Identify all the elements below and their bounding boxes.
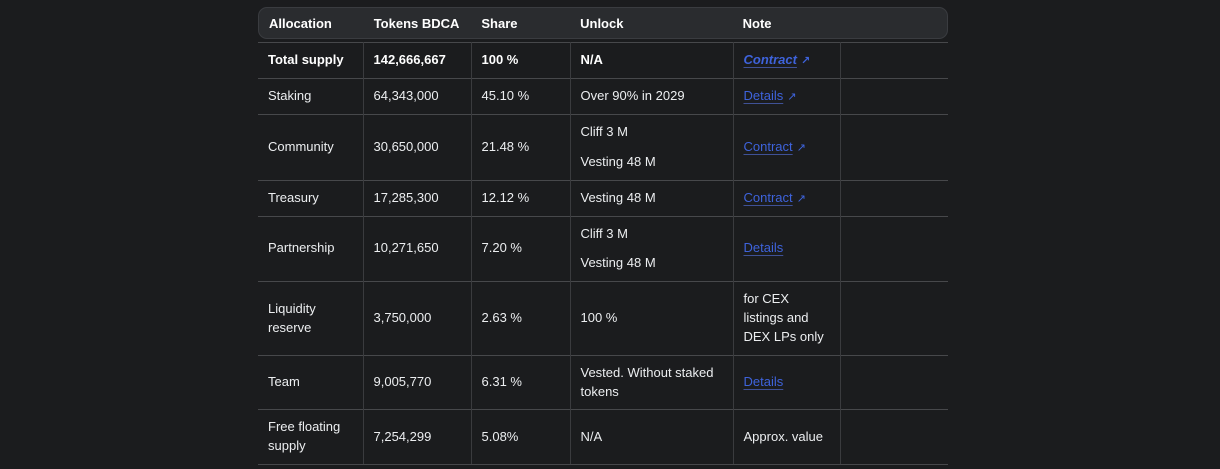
- column-header-unlock: Unlock: [580, 15, 624, 31]
- allocation-cell: Total supply: [258, 42, 364, 79]
- note-cell: Details: [733, 354, 841, 410]
- share-cell: 12.12 %: [471, 179, 571, 217]
- note-cell: Contract ↗: [733, 113, 841, 181]
- empty-cell: [840, 281, 948, 356]
- table-row: Team 9,005,770 6.31 % Vested. Without st…: [258, 354, 948, 410]
- unlock-cell: Vesting 48 M: [570, 179, 734, 217]
- unlock-cell: Cliff 3 M Vesting 48 M: [570, 113, 734, 181]
- share-cell: 5.08%: [471, 409, 571, 466]
- allocation-cell: Staking: [258, 78, 364, 115]
- allocation-cell: Liquidity reserve: [258, 281, 364, 356]
- column-header-share: Share: [481, 15, 518, 31]
- details-link[interactable]: Details: [743, 88, 784, 103]
- allocation-cell: Treasury: [258, 179, 364, 217]
- contract-link[interactable]: Contract: [743, 138, 793, 154]
- note-cell: Contract ↗: [733, 179, 841, 217]
- share-cell: 7.20 %: [471, 215, 571, 282]
- table-header-row: Allocation Tokens BDCA Share Unlock Note: [258, 7, 948, 39]
- column-header-allocation: Allocation: [269, 15, 332, 31]
- external-link-icon[interactable]: ↗: [796, 141, 806, 154]
- empty-cell: [840, 113, 948, 181]
- column-header-note: Note: [742, 15, 772, 31]
- external-link-icon[interactable]: ↗: [800, 55, 811, 68]
- note-cell: Contract ↗: [733, 42, 841, 79]
- unlock-cell: Vested. Without staked tokens: [570, 354, 734, 410]
- share-cell: 21.48 %: [471, 113, 571, 181]
- table-row: Liquidity reserve 3,750,000 2.63 % 100 %…: [258, 281, 948, 356]
- token-allocation-table: Allocation Tokens BDCA Share Unlock Note…: [258, 7, 948, 466]
- empty-cell: [840, 42, 948, 79]
- share-cell: 2.63 %: [471, 281, 571, 356]
- unlock-line: Cliff 3 M: [580, 225, 628, 241]
- table-row: Free floating supply 7,254,299 5.08% N/A…: [258, 409, 948, 466]
- tokens-cell: 10,271,650: [363, 215, 472, 282]
- tokens-cell: 64,343,000: [363, 78, 472, 115]
- unlock-cell: 100 %: [570, 281, 734, 356]
- table-row: Partnership 10,271,650 7.20 % Cliff 3 M …: [258, 215, 948, 282]
- allocation-cell: Free floating supply: [258, 409, 364, 466]
- unlock-line: Cliff 3 M: [580, 123, 628, 139]
- unlock-cell: N/A: [570, 409, 734, 466]
- tokens-cell: 7,254,299: [363, 409, 472, 466]
- empty-cell: [840, 409, 948, 466]
- tokens-cell: 30,650,000: [363, 113, 472, 181]
- allocation-cell: Community: [258, 113, 364, 181]
- details-link[interactable]: Details: [743, 374, 784, 390]
- empty-cell: [840, 78, 948, 115]
- note-cell: Details: [733, 215, 841, 282]
- empty-cell: [840, 215, 948, 282]
- column-header-tokens: Tokens BDCA: [373, 15, 460, 31]
- unlock-cell: Cliff 3 M Vesting 48 M: [570, 215, 734, 282]
- table-row: Community 30,650,000 21.48 % Cliff 3 M V…: [258, 113, 948, 181]
- empty-cell: [840, 179, 948, 217]
- details-link[interactable]: Details: [743, 240, 784, 256]
- contract-link[interactable]: Contract: [743, 189, 793, 205]
- note-cell: Approx. value: [733, 409, 841, 466]
- contract-link[interactable]: Contract: [743, 52, 797, 68]
- allocation-cell: Team: [258, 354, 364, 410]
- share-cell: 45.10 %: [471, 78, 571, 115]
- table-row: Total supply 142,666,667 100 % N/A Contr…: [258, 42, 948, 79]
- tokens-cell: 3,750,000: [363, 281, 472, 356]
- share-cell: 6.31 %: [471, 354, 571, 410]
- note-cell: Details ↗: [733, 78, 841, 115]
- unlock-line: Vesting 48 M: [580, 153, 656, 169]
- table-row: Treasury 17,285,300 12.12 % Vesting 48 M…: [258, 179, 948, 217]
- note-cell: for CEX listings and DEX LPs only: [733, 281, 841, 356]
- table-body: Total supply 142,666,667 100 % N/A Contr…: [258, 42, 948, 466]
- tokens-cell: 142,666,667: [363, 42, 472, 79]
- empty-cell: [840, 354, 948, 410]
- allocation-cell: Partnership: [258, 215, 364, 282]
- share-cell: 100 %: [471, 42, 571, 79]
- external-link-icon[interactable]: ↗: [796, 192, 806, 205]
- unlock-cell: N/A: [570, 42, 734, 79]
- unlock-line: Vesting 48 M: [580, 255, 656, 271]
- table-row: Staking 64,343,000 45.10 % Over 90% in 2…: [258, 78, 948, 115]
- tokens-cell: 9,005,770: [363, 354, 472, 410]
- tokens-cell: 17,285,300: [363, 179, 472, 217]
- external-link-icon[interactable]: ↗: [787, 91, 797, 103]
- unlock-cell: Over 90% in 2029: [570, 78, 734, 115]
